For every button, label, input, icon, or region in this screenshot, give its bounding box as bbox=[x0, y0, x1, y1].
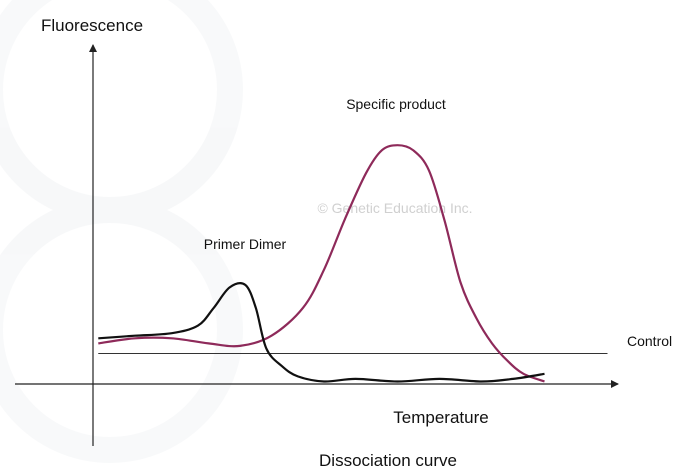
series-label-control: Control bbox=[627, 333, 672, 349]
series-line-specific-product bbox=[98, 144, 545, 383]
series-line-primer-dimer bbox=[98, 282, 545, 383]
series-label-primer-dimer: Primer Dimer bbox=[204, 236, 287, 252]
background-decoration bbox=[0, 0, 243, 463]
watermark: © Genetic Education Inc. bbox=[317, 200, 472, 216]
chart-title: Dissociation curve bbox=[319, 451, 457, 470]
x-axis-label: Temperature bbox=[393, 408, 488, 427]
y-axis-label: Fluorescence bbox=[41, 16, 143, 35]
series-label-specific-product: Specific product bbox=[346, 96, 446, 112]
